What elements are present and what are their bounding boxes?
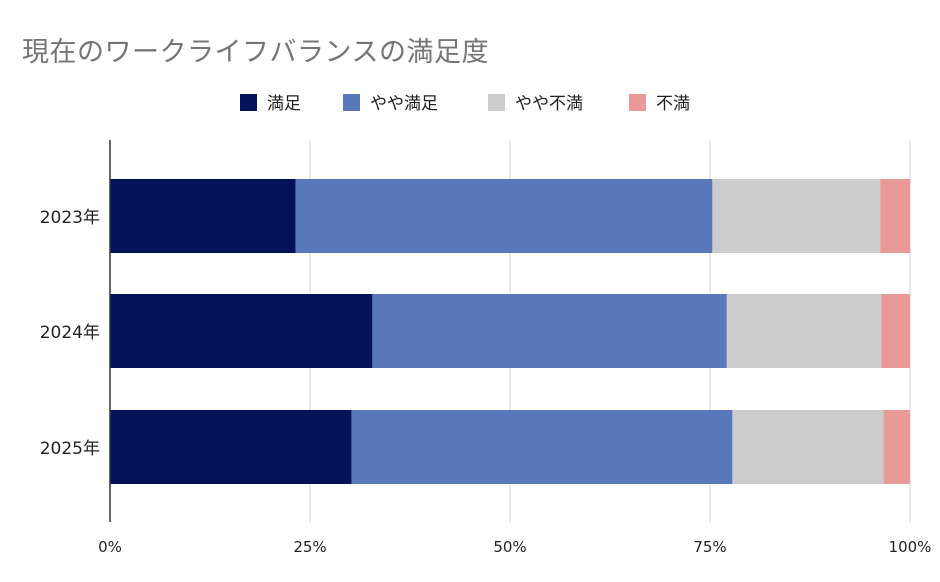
x-tick-label: 100% <box>889 538 932 556</box>
bar-segment <box>881 294 910 368</box>
x-tick-label: 0% <box>98 538 122 556</box>
chart-title: 現在のワークライフバランスの満足度 <box>22 37 489 68</box>
y-tick-label: 2023年 <box>40 208 100 228</box>
y-tick-label: 2024年 <box>40 323 100 343</box>
bar-segment <box>883 410 910 484</box>
legend-label: 満足 <box>267 94 301 114</box>
bars <box>110 179 910 484</box>
legend-swatch <box>629 94 646 111</box>
bar-segment <box>732 410 884 484</box>
bar-segment <box>351 410 733 484</box>
axes: 0% 25% 50% 75% 100% 2023年 2024年 2025年 <box>40 140 932 556</box>
bar-segment <box>726 294 882 368</box>
legend-label: やや不満 <box>515 94 583 114</box>
legend-label: 不満 <box>656 94 690 114</box>
x-tick-label: 75% <box>693 538 726 556</box>
legend: 満足 やや満足 やや不満 不満 <box>240 94 690 114</box>
x-tick-label: 25% <box>293 538 326 556</box>
bar-segment <box>295 179 713 253</box>
legend-swatch <box>240 94 257 111</box>
legend-swatch <box>343 94 360 111</box>
bar-segment <box>110 179 296 253</box>
legend-label: やや満足 <box>370 94 438 114</box>
bar-segment <box>712 179 881 253</box>
y-tick-label: 2025年 <box>40 439 100 459</box>
legend-swatch <box>488 94 505 111</box>
bar-segment <box>110 294 373 368</box>
x-tick-label: 50% <box>493 538 526 556</box>
bar-segment <box>372 294 727 368</box>
bar-segment <box>880 179 910 253</box>
bar-segment <box>110 410 352 484</box>
